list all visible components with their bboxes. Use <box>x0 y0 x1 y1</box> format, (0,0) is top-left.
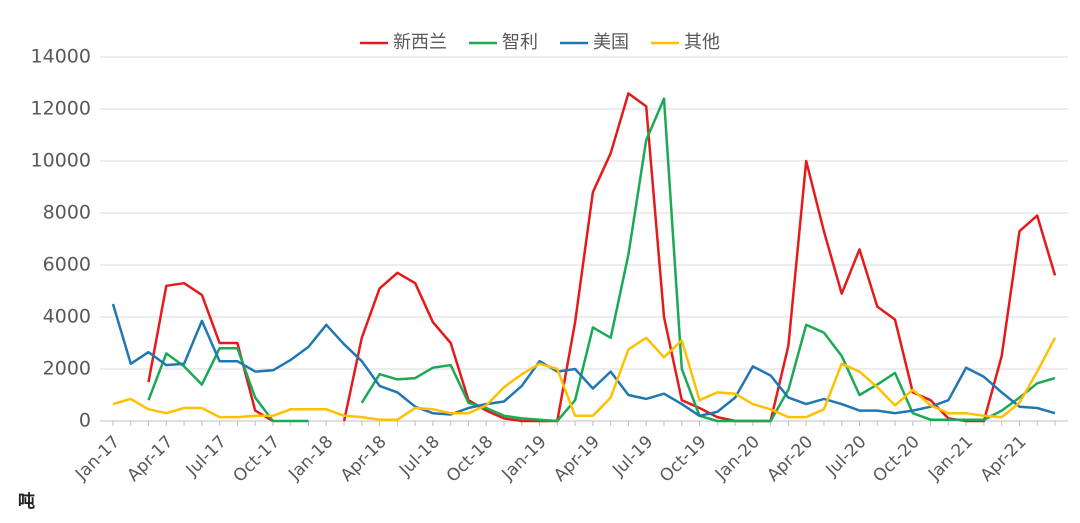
x-tick-label: Apr-19 <box>550 432 604 486</box>
x-tick-label: Jan-19 <box>498 432 551 485</box>
y-tick-label: 0 <box>79 410 91 432</box>
y-tick-label: 4000 <box>43 306 91 328</box>
y-tick-label: 14000 <box>31 46 91 68</box>
x-tick-label: Jul-18 <box>395 432 444 481</box>
legend-label: 其他 <box>684 32 720 53</box>
x-tick-label: Apr-20 <box>763 432 817 486</box>
x-tick-label: Jan-17 <box>71 432 124 485</box>
x-tick-label: Jul-19 <box>608 432 657 481</box>
x-tick-label: Jul-20 <box>822 432 871 481</box>
data-line <box>147 92 1057 423</box>
x-tick-label: Apr-21 <box>977 432 1031 486</box>
x-tick-label: Oct-19 <box>656 432 711 487</box>
x-tick-label: Jul-17 <box>182 432 231 481</box>
x-tick-label: Jan-21 <box>924 432 977 485</box>
x-tick-label: Oct-18 <box>443 432 498 487</box>
legend-label: 新西兰 <box>393 32 447 53</box>
y-tick-label: 12000 <box>31 98 91 120</box>
x-tick-label: Jan-18 <box>284 432 337 485</box>
x-tick-label: Apr-18 <box>337 432 391 486</box>
x-tick-label: Apr-17 <box>124 432 178 486</box>
y-tick-label: 8000 <box>43 202 91 224</box>
legend-label: 美国 <box>593 32 629 53</box>
data-line <box>112 336 1057 421</box>
y-tick-label: 6000 <box>43 254 91 276</box>
y-tick-label: 2000 <box>43 358 91 380</box>
y-tick-label: 10000 <box>31 150 91 172</box>
legend-label: 智利 <box>502 32 538 53</box>
data-line <box>147 97 1056 423</box>
unit-label: 吨 <box>18 491 35 512</box>
x-tick-label: Oct-17 <box>229 432 284 487</box>
x-tick-label: Jan-20 <box>711 432 764 485</box>
data-line <box>111 303 1056 418</box>
legend: 新西兰 智利 美国 其他 <box>360 32 720 53</box>
x-tick-label: Oct-20 <box>869 432 924 487</box>
